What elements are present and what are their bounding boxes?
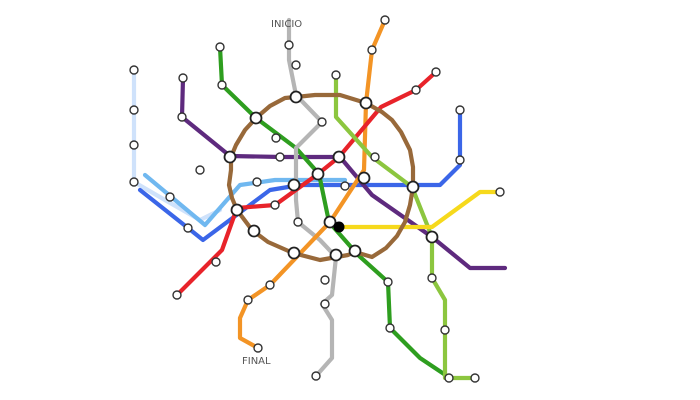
station[interactable] [293, 217, 303, 227]
station[interactable] [217, 80, 227, 90]
station[interactable] [275, 152, 285, 162]
station[interactable] [444, 373, 454, 383]
station[interactable] [129, 140, 139, 150]
station[interactable] [129, 177, 139, 187]
station[interactable] [284, 40, 294, 50]
station[interactable] [265, 280, 275, 290]
metro-lines [131, 17, 508, 381]
station[interactable] [431, 67, 441, 77]
transfer-station[interactable] [359, 96, 373, 110]
line-yellow [336, 189, 503, 230]
transfer-station[interactable] [287, 246, 301, 260]
transfer-station[interactable] [249, 111, 263, 125]
station[interactable] [380, 15, 390, 25]
transfer-station[interactable] [247, 224, 261, 238]
transfer-station[interactable] [406, 180, 420, 194]
line-light-blue [142, 172, 348, 228]
station[interactable] [271, 133, 281, 143]
current-position-marker [333, 221, 345, 233]
transfer-station[interactable] [425, 230, 439, 244]
station[interactable] [455, 155, 465, 165]
line-lime [333, 72, 478, 381]
station[interactable] [411, 85, 421, 95]
station[interactable] [129, 105, 139, 115]
station[interactable] [385, 323, 395, 333]
transfer-station[interactable] [311, 167, 325, 181]
transfer-station[interactable] [332, 150, 346, 164]
transfer-station[interactable] [357, 171, 371, 185]
station[interactable] [183, 223, 193, 233]
station[interactable] [195, 165, 205, 175]
station[interactable] [455, 105, 465, 115]
stations [129, 15, 505, 383]
station[interactable] [470, 373, 480, 383]
station[interactable] [172, 290, 182, 300]
station[interactable] [311, 371, 321, 381]
transfer-stations [223, 90, 439, 262]
station[interactable] [215, 42, 225, 52]
transfer-station[interactable] [223, 150, 237, 164]
station[interactable] [252, 177, 262, 187]
station[interactable] [383, 277, 393, 287]
station[interactable] [320, 275, 330, 285]
transfer-station[interactable] [329, 248, 343, 262]
station[interactable] [253, 343, 263, 353]
end-label: FINAL [242, 356, 271, 367]
station[interactable] [211, 257, 221, 267]
transfer-station[interactable] [323, 215, 337, 229]
station[interactable] [331, 70, 341, 80]
station[interactable] [367, 45, 377, 55]
transfer-station[interactable] [348, 244, 362, 258]
station[interactable] [320, 299, 330, 309]
transfer-station[interactable] [289, 90, 303, 104]
station[interactable] [370, 152, 380, 162]
station[interactable] [427, 273, 437, 283]
station[interactable] [270, 200, 280, 210]
station[interactable] [291, 60, 301, 70]
start-label: INICIO [271, 19, 302, 30]
station[interactable] [340, 181, 350, 191]
transfer-station[interactable] [287, 178, 301, 192]
station[interactable] [495, 187, 505, 197]
station[interactable] [177, 112, 187, 122]
line-grey [286, 17, 339, 379]
station[interactable] [129, 65, 139, 75]
line-circle [226, 92, 416, 263]
transfer-station[interactable] [230, 203, 244, 217]
station[interactable] [243, 295, 253, 305]
station[interactable] [178, 73, 188, 83]
station[interactable] [440, 325, 450, 335]
station[interactable] [165, 192, 175, 202]
station[interactable] [317, 117, 327, 127]
